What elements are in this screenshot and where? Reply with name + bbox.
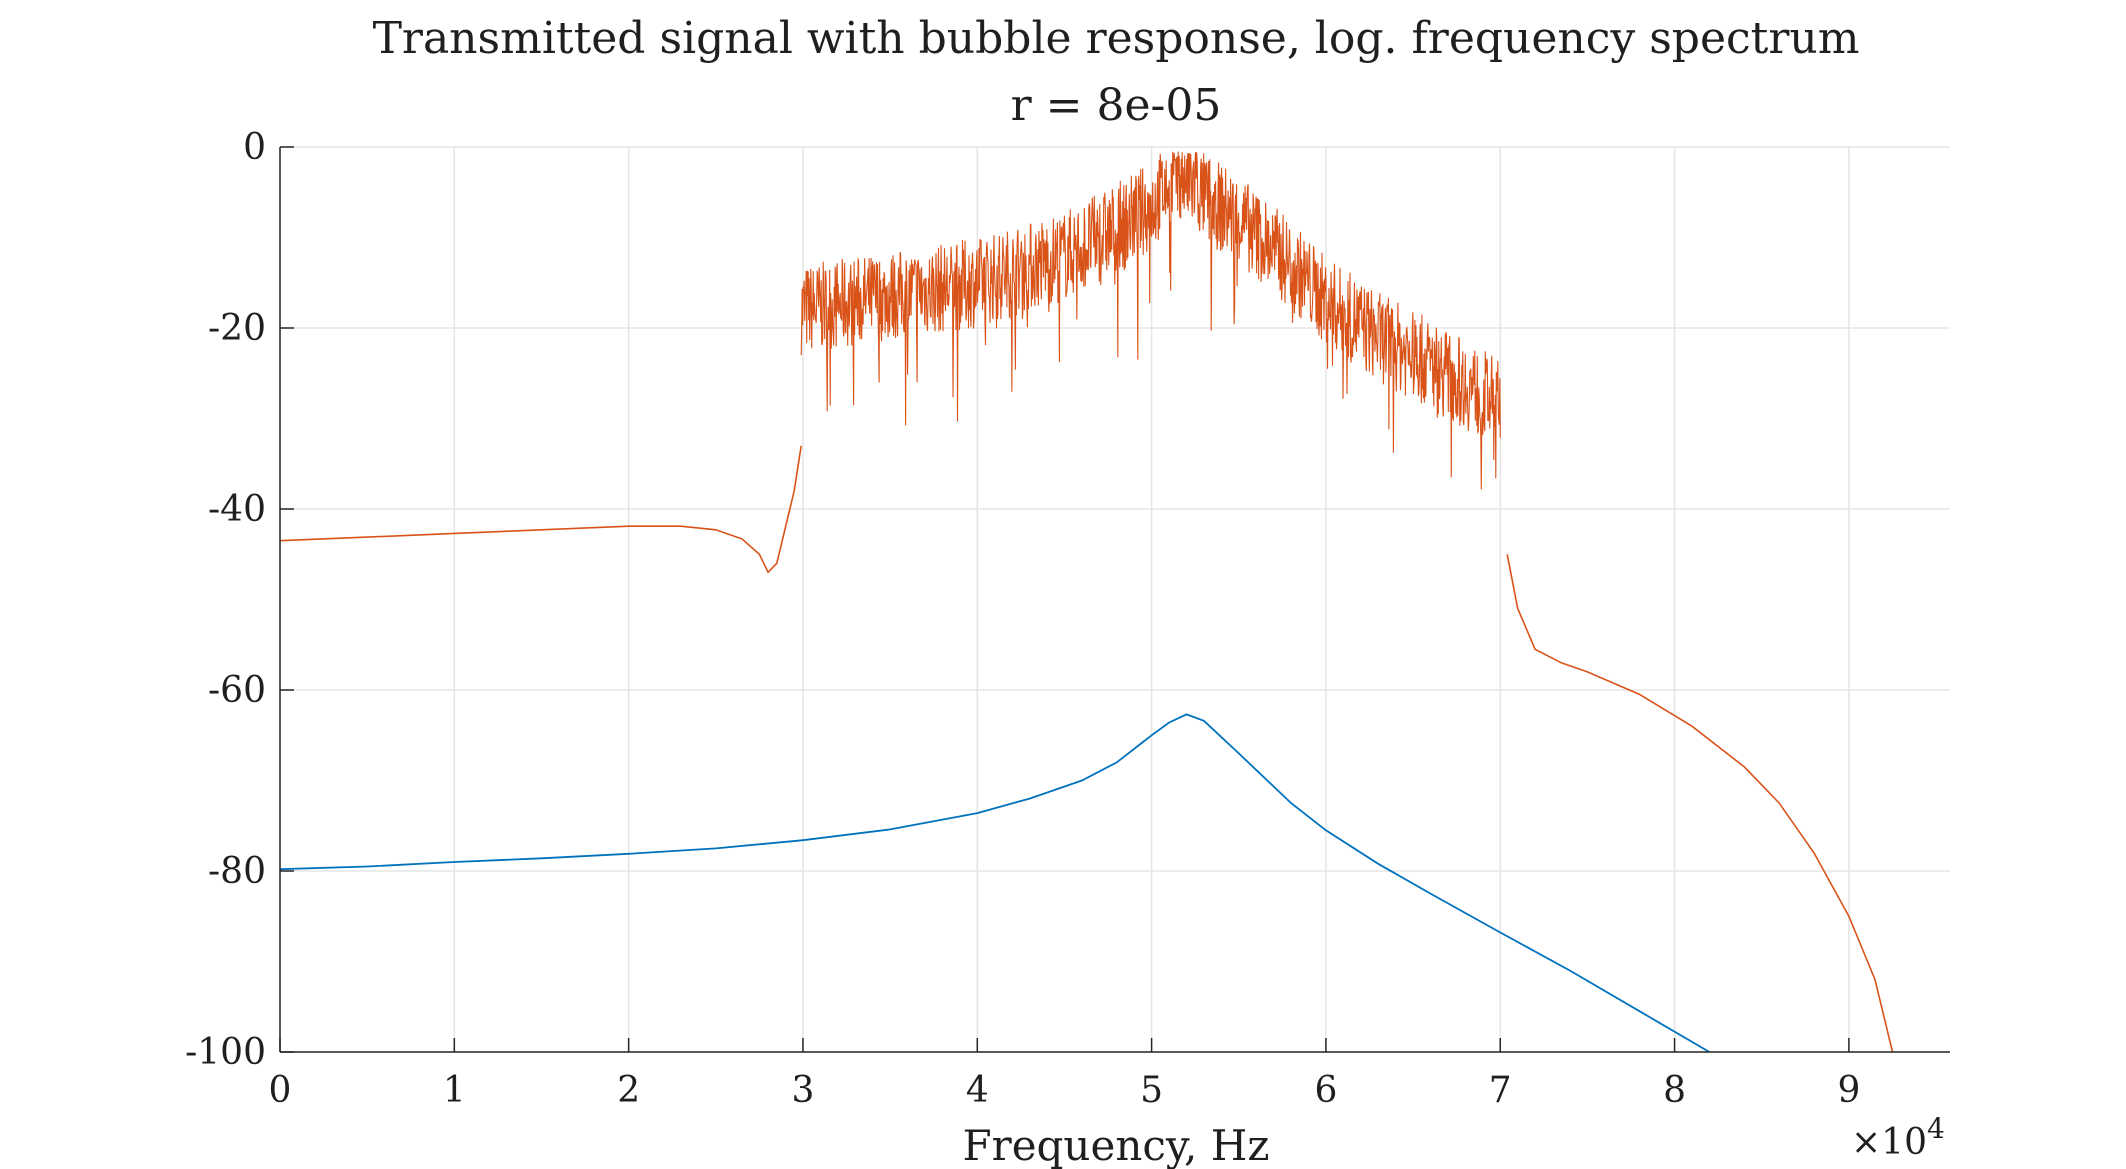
x-axis-label: Frequency, Hz — [962, 1121, 1269, 1169]
y-tick-label-2: -40 — [208, 489, 266, 530]
series-1-line-low — [279, 445, 802, 574]
series-0 — [279, 713, 1710, 1053]
plot-series — [279, 151, 1894, 1053]
plot-axes — [279, 146, 1950, 1053]
series-1-noise-band — [800, 151, 1501, 490]
y-tick-label-5: -100 — [185, 1032, 266, 1073]
y-tick-label-3: -60 — [208, 670, 266, 711]
series-0-line — [279, 713, 1710, 1053]
y-tick-label-4: -80 — [208, 851, 266, 892]
y-tick-label-0: 0 — [243, 127, 266, 168]
x-tick-label-8: 8 — [1663, 1070, 1686, 1111]
x-tick-label-4: 4 — [966, 1070, 989, 1111]
x-axis-exponent-power: 4 — [1927, 1112, 1945, 1145]
chart-subtitle: r = 8e-05 — [1011, 80, 1222, 131]
chart-title: Transmitted signal with bubble response,… — [373, 13, 1860, 64]
x-tick-label-3: 3 — [792, 1070, 815, 1111]
x-tick-label-0: 0 — [269, 1070, 292, 1111]
x-tick-label-7: 7 — [1489, 1070, 1512, 1111]
x-tick-label-6: 6 — [1314, 1070, 1337, 1111]
x-axis-exponent: ×104 — [1851, 1112, 1945, 1163]
series-1 — [279, 151, 1894, 1053]
grid-lines — [279, 146, 1950, 1053]
tick-labels: 0 1 2 3 4 5 6 7 8 9 0 -20 -40 -60 -80 -100 — [185, 127, 1860, 1111]
y-tick-label-1: -20 — [208, 308, 266, 349]
x-tick-label-2: 2 — [617, 1070, 640, 1111]
x-axis-exponent-base: ×10 — [1851, 1122, 1927, 1163]
x-tick-label-5: 5 — [1140, 1070, 1163, 1111]
x-tick-label-9: 9 — [1837, 1070, 1860, 1111]
series-1-line-high — [1506, 554, 1894, 1053]
x-tick-label-1: 1 — [443, 1070, 466, 1111]
